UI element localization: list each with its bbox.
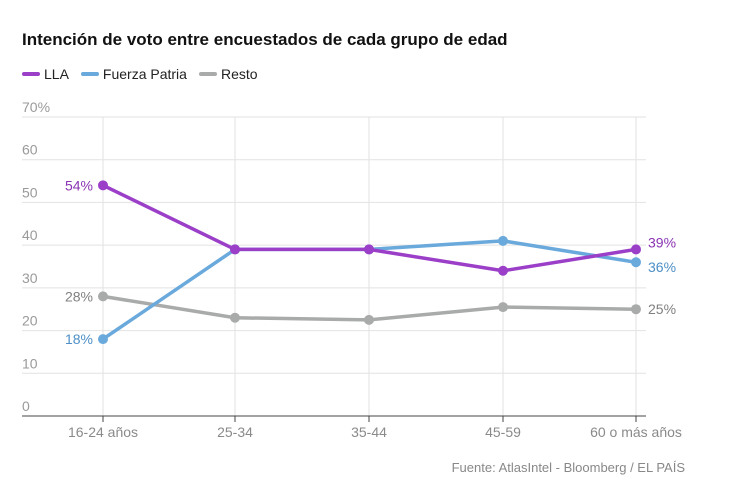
data-point-resto	[631, 304, 641, 315]
data-label-first-resto: 28%	[65, 288, 93, 304]
legend-swatch-fuerza-patria	[80, 72, 99, 76]
data-point-fuerza-patria	[98, 334, 108, 345]
data-point-resto	[230, 312, 240, 323]
data-label-last-lla: 39%	[648, 234, 676, 250]
data-point-lla	[631, 244, 641, 255]
data-label-first-fuerza-patria: 18%	[65, 331, 93, 347]
data-point-fuerza-patria	[498, 235, 508, 246]
data-point-resto	[364, 314, 374, 325]
x-tick-label: 16-24 años	[68, 424, 138, 440]
y-tick-label: 30	[22, 270, 38, 286]
legend-swatch-resto	[198, 72, 217, 76]
y-tick-label: 20	[22, 313, 38, 329]
data-point-lla	[364, 244, 374, 255]
legend-label-fuerza-patria: Fuerza Patria	[102, 66, 187, 82]
data-point-lla	[498, 265, 508, 276]
legend: LLA Fuerza Patria Resto	[22, 66, 270, 82]
x-tick-label: 45-59	[485, 424, 521, 440]
data-label-first-lla: 54%	[65, 177, 93, 193]
legend-item-fuerza-patria: Fuerza Patria	[80, 66, 187, 82]
legend-swatch-lla	[22, 72, 40, 76]
data-point-lla	[98, 180, 108, 191]
data-label-last-fuerza-patria: 36%	[648, 259, 676, 275]
x-tick-label: 35-44	[351, 424, 387, 440]
data-point-lla	[230, 244, 240, 255]
legend-label-lla: LLA	[44, 66, 69, 82]
y-tick-label: 10	[22, 355, 38, 371]
y-tick-label: 40	[22, 227, 38, 243]
data-label-last-resto: 25%	[648, 301, 676, 317]
legend-item-lla: LLA	[22, 66, 69, 82]
x-tick-label: 25-34	[217, 424, 253, 440]
chart-title: Intención de voto entre encuestados de c…	[22, 30, 508, 49]
data-point-resto	[498, 302, 508, 313]
y-tick-label: 70%	[22, 99, 50, 115]
data-point-resto	[98, 291, 108, 302]
source-note: Fuente: AtlasIntel - Bloomberg / EL PAÍS	[451, 460, 685, 475]
x-tick-label: 60 o más años	[590, 424, 682, 440]
y-tick-label: 50	[22, 184, 38, 200]
y-tick-label: 0	[22, 398, 30, 414]
data-point-fuerza-patria	[631, 257, 641, 268]
y-tick-label: 60	[22, 142, 38, 158]
legend-label-resto: Resto	[220, 66, 258, 82]
legend-item-resto: Resto	[198, 66, 258, 82]
